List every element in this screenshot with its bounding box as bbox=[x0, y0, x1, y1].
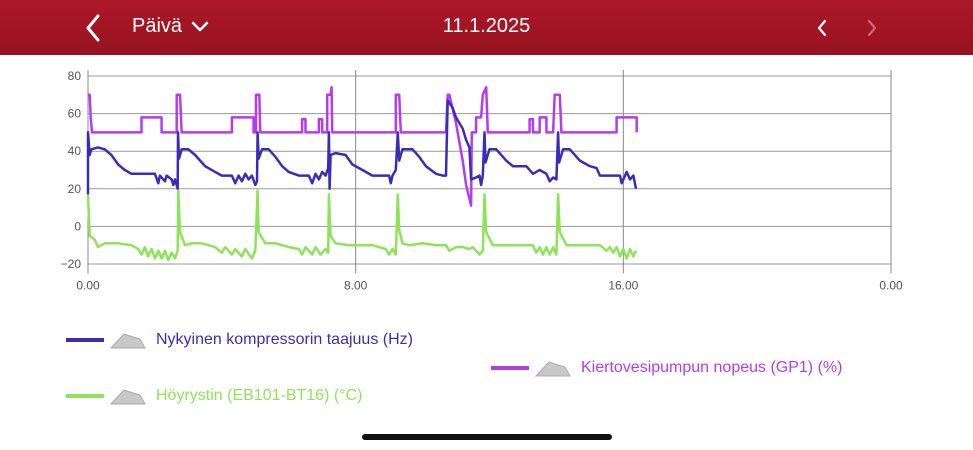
y-tick-label: 80 bbox=[68, 69, 82, 83]
chevron-down-icon bbox=[191, 21, 209, 32]
y-tick-label: 20 bbox=[68, 182, 82, 196]
legend-swatch bbox=[66, 338, 104, 342]
mountain-icon bbox=[110, 333, 146, 349]
y-tick-label: 40 bbox=[68, 144, 82, 158]
period-label: Päivä bbox=[132, 15, 183, 37]
series-line-2 bbox=[86, 189, 638, 262]
legend-item-evaporator[interactable]: Höyrystin (EB101-BT16) (°C) bbox=[66, 387, 362, 405]
y-tick-label: −20 bbox=[61, 257, 82, 271]
chevron-right-icon bbox=[867, 19, 877, 37]
y-tick-label: 0 bbox=[74, 219, 81, 233]
chevron-left-icon bbox=[817, 19, 827, 37]
y-tick-label: 60 bbox=[68, 107, 82, 121]
line-chart: −20 0 20 40 60 80 0.00 8.00 16.00 0.00 bbox=[61, 69, 903, 292]
x-tick-label: 0.00 bbox=[76, 278, 100, 292]
legend-item-pump[interactable]: Kiertovesipumpun nopeus (GP1) (%) bbox=[491, 359, 842, 377]
legend-swatch bbox=[66, 394, 104, 398]
x-tick-label: 8.00 bbox=[344, 278, 368, 292]
x-tick-label: 0.00 bbox=[879, 278, 903, 292]
legend-item-compressor[interactable]: Nykyinen kompressorin taajuus (Hz) bbox=[66, 331, 413, 349]
legend-swatch bbox=[491, 366, 529, 370]
period-selector[interactable]: Päivä bbox=[132, 15, 210, 38]
next-day-button bbox=[862, 16, 882, 40]
legend-label: Kiertovesipumpun nopeus (GP1) (%) bbox=[581, 359, 843, 376]
mountain-icon bbox=[535, 361, 571, 377]
mountain-icon bbox=[110, 389, 146, 405]
chevron-left-icon bbox=[86, 14, 100, 42]
series-line-1 bbox=[88, 86, 638, 207]
x-tick-label: 16.00 bbox=[608, 278, 638, 292]
series-line-0 bbox=[86, 99, 638, 195]
legend-label: Nykyinen kompressorin taajuus (Hz) bbox=[156, 331, 413, 348]
back-button[interactable] bbox=[80, 12, 108, 44]
previous-day-button[interactable] bbox=[812, 16, 832, 40]
home-indicator[interactable] bbox=[362, 434, 612, 440]
top-bar: Päivä 11.1.2025 bbox=[0, 0, 973, 55]
legend-label: Höyrystin (EB101-BT16) (°C) bbox=[156, 387, 363, 404]
